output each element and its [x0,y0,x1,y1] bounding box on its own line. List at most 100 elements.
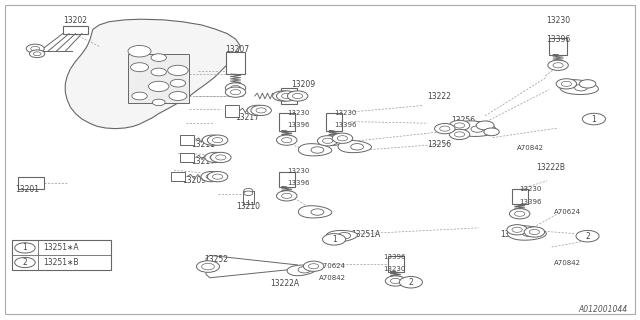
Circle shape [311,147,324,153]
Text: 2: 2 [585,232,590,241]
Text: 1: 1 [591,115,596,124]
Bar [388,256,404,272]
Polygon shape [65,19,240,129]
Text: 13230: 13230 [383,267,405,272]
Bar [243,191,254,204]
Circle shape [524,227,545,237]
Text: 13217: 13217 [236,113,260,122]
Bar [512,189,528,204]
Bar [279,113,295,131]
Bar [180,153,194,162]
Circle shape [225,87,246,97]
Circle shape [522,230,535,236]
Bar [326,113,342,131]
Text: A70624: A70624 [554,209,580,215]
Bar [279,172,295,187]
Circle shape [385,276,406,286]
Circle shape [484,128,499,136]
Circle shape [207,172,228,182]
Circle shape [576,230,599,242]
Polygon shape [326,230,358,242]
Text: 13230: 13230 [287,110,309,116]
Text: 2: 2 [408,278,413,287]
Polygon shape [206,255,298,278]
Circle shape [507,225,527,235]
Circle shape [128,45,151,57]
Text: 13222A: 13222A [270,279,300,288]
Text: 13209: 13209 [291,80,316,89]
Text: 13251∗B: 13251∗B [44,258,79,267]
Circle shape [168,65,188,76]
Circle shape [247,105,268,116]
Circle shape [287,91,308,101]
Text: 13396: 13396 [334,122,356,128]
Text: 13251A: 13251A [500,230,530,239]
Circle shape [15,257,35,268]
Circle shape [575,84,588,91]
Circle shape [273,91,293,101]
Circle shape [332,133,353,143]
Text: 13256: 13256 [451,116,476,124]
Text: 13396: 13396 [287,122,309,128]
Text: 13207: 13207 [225,45,249,54]
Circle shape [476,121,494,130]
Text: 13201: 13201 [15,185,39,194]
Text: 13230: 13230 [546,16,570,25]
Polygon shape [298,206,332,218]
Circle shape [351,144,364,150]
Text: A70842: A70842 [319,276,346,281]
Circle shape [244,191,253,196]
Circle shape [276,191,297,201]
Text: A012001044: A012001044 [578,305,627,314]
Circle shape [26,44,44,53]
Circle shape [196,261,220,272]
Circle shape [324,135,344,145]
Circle shape [169,92,187,100]
Bar [226,52,245,74]
Circle shape [170,79,186,87]
Polygon shape [508,226,547,240]
Text: 13222: 13222 [428,92,451,101]
Circle shape [449,120,470,131]
Circle shape [449,129,470,140]
Text: 13230: 13230 [334,110,356,116]
Circle shape [276,91,297,101]
Circle shape [151,54,166,61]
Circle shape [548,60,568,70]
Circle shape [509,209,530,219]
Text: 13396: 13396 [520,199,542,204]
Circle shape [251,105,271,116]
Bar [225,105,239,117]
Text: 13251A: 13251A [351,230,380,239]
Circle shape [338,233,351,239]
Text: A70842: A70842 [517,145,544,151]
Polygon shape [298,144,332,156]
Circle shape [303,261,324,271]
Text: 13396: 13396 [287,180,309,186]
Polygon shape [560,80,598,94]
Bar [12,240,111,270]
Circle shape [556,79,577,89]
Circle shape [323,234,346,245]
Circle shape [151,68,166,76]
Text: 1: 1 [332,235,337,244]
Circle shape [148,81,169,92]
Circle shape [211,152,231,163]
Text: A70624: A70624 [319,263,346,269]
Circle shape [201,172,221,182]
Bar [282,88,297,104]
Circle shape [15,243,35,253]
Text: 1: 1 [22,244,28,252]
Text: 13202: 13202 [63,16,88,25]
Circle shape [131,63,148,72]
Circle shape [298,267,311,273]
Bar [63,27,88,35]
Text: 13230: 13230 [287,168,309,174]
Text: A70842: A70842 [554,260,580,266]
Text: 13252: 13252 [204,255,228,264]
Text: 13217: 13217 [191,157,215,166]
Text: 13211: 13211 [191,140,214,149]
Circle shape [582,113,605,125]
Circle shape [132,92,147,100]
Text: 13230: 13230 [520,187,542,192]
